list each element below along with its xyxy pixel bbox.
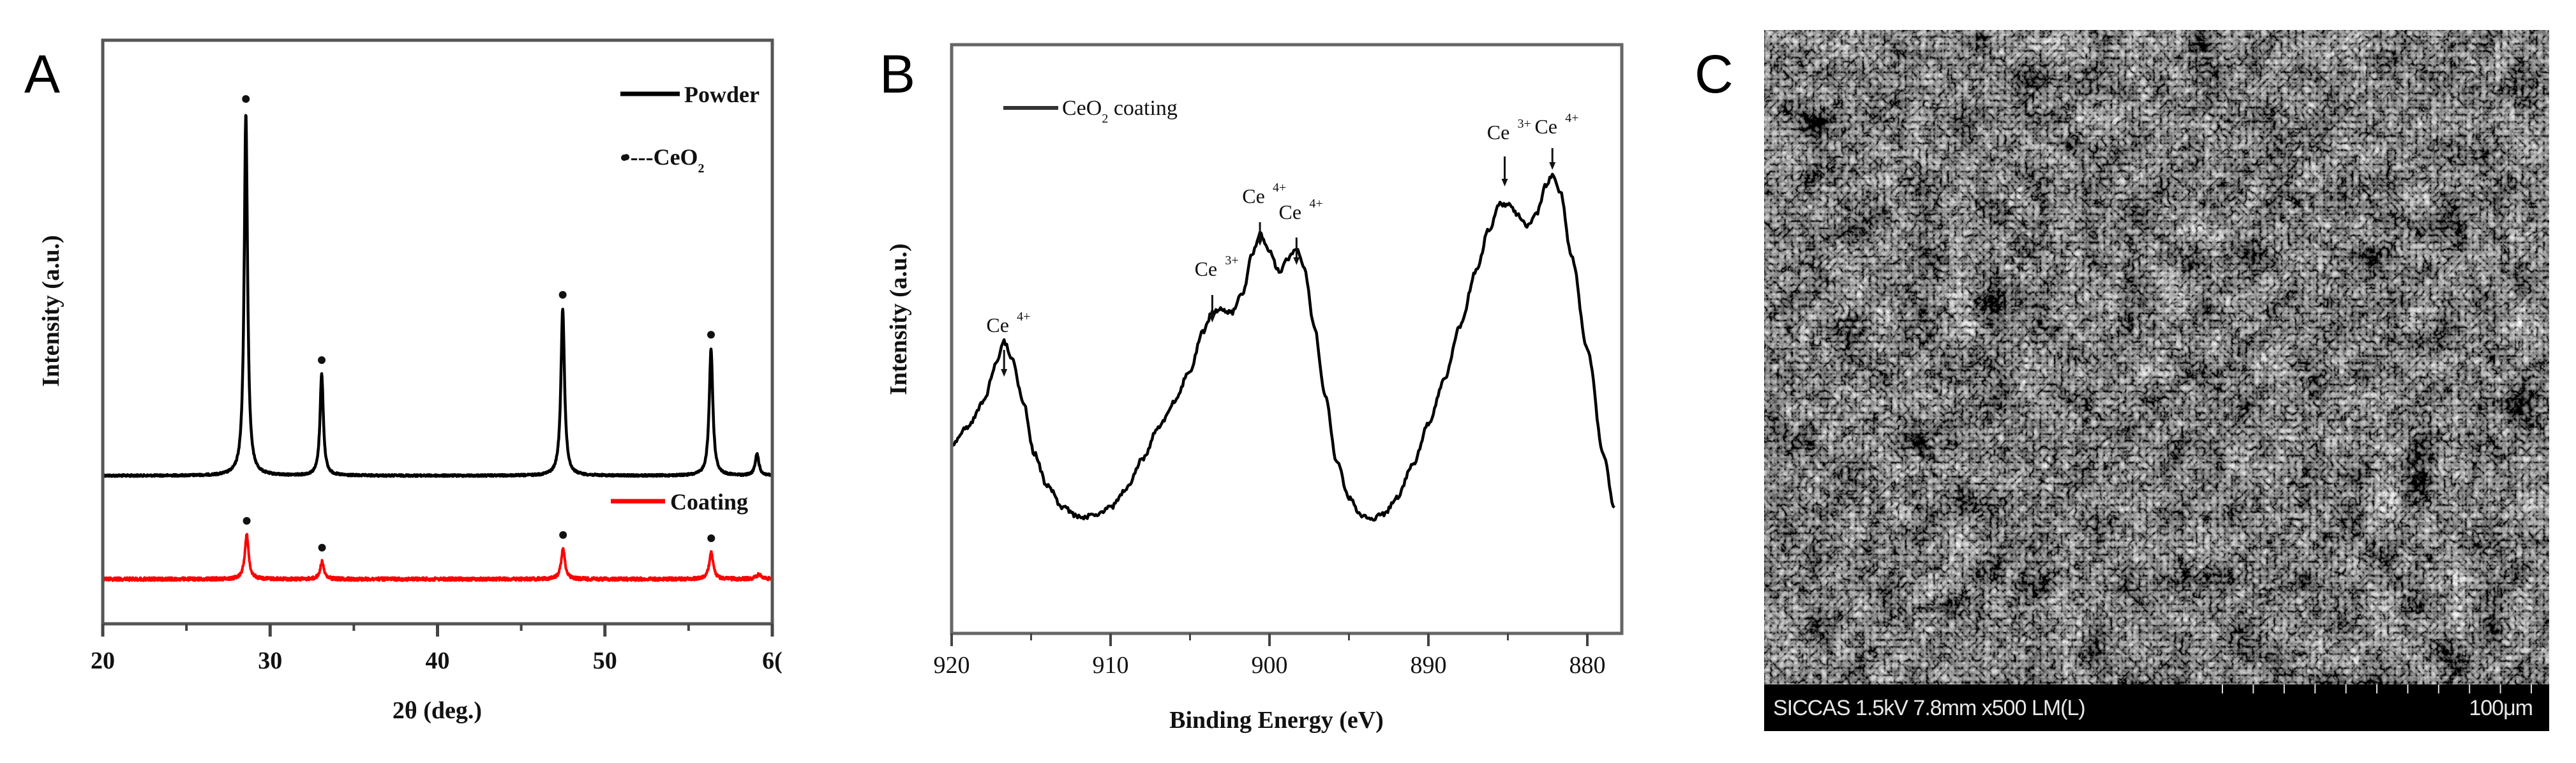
- xps-x-axis-title: Binding Energy (eV): [1169, 707, 1384, 734]
- ceo2-peak-marker: [707, 534, 715, 542]
- legend-ceo2-dot: [621, 155, 627, 161]
- panel-label-c: C: [1695, 44, 1734, 104]
- xps-y-axis-title: Intensity (a.u.): [885, 243, 912, 395]
- peak-annotation-ce3plus: Ce 3+: [1195, 253, 1239, 322]
- sem-surface-texture: [1764, 30, 2549, 684]
- x-tick-label: 50: [593, 647, 617, 674]
- ceo2-peak-marker: [243, 517, 251, 525]
- legend-ceo2-label: •---CeO2: [622, 144, 705, 176]
- x-tick-label: 6(: [762, 647, 783, 674]
- ceo2-peak-marker: [242, 95, 250, 103]
- svg-text:4+: 4+: [1309, 197, 1322, 211]
- xrd-series-coating: [101, 533, 774, 582]
- xps-chart: Ce 4+Ce 3+Ce 4+Ce 4+Ce 3+ Ce 4+ 920 910 900 890 880…: [885, 43, 1624, 734]
- arrowhead-icon: [1293, 257, 1300, 265]
- sem-scale-label: 100μm: [2469, 696, 2533, 720]
- x-tick-label: 20: [91, 647, 115, 674]
- x-tick-label: 890: [1411, 652, 1447, 679]
- peak-annotation-ce3plus: Ce 3+: [1487, 117, 1531, 186]
- svg-text:Ce: Ce: [1534, 115, 1557, 138]
- x-tick-label: 900: [1252, 652, 1288, 679]
- arrowhead-icon: [1549, 162, 1556, 170]
- x-tick-label: 40: [426, 647, 450, 674]
- peak-annotation-ce4plus: Ce 4+: [1242, 181, 1286, 246]
- xrd-chart: 20 30 40 50 6( 2θ (deg.) Intensity (a.u.) Po…: [38, 38, 783, 724]
- ceo2-peak-marker: [558, 291, 567, 299]
- x-tick-label: 30: [258, 647, 282, 674]
- xrd-legend: Powder •---CeO2 Coating: [611, 82, 760, 515]
- arrowhead-icon: [1257, 238, 1264, 246]
- sem-micrograph: SICCAS 1.5kV 7.8mm x500 LM(L) 100μm: [1764, 30, 2549, 731]
- arrowhead-icon: [1001, 369, 1008, 377]
- x-tick-label: 920: [934, 652, 970, 679]
- ceo2-peak-marker: [318, 356, 326, 364]
- xrd-peak-markers: [242, 95, 715, 552]
- svg-text:3+: 3+: [1225, 253, 1238, 268]
- peak-annotation-ce4plus: Ce 4+: [1279, 197, 1323, 265]
- svg-text:Ce: Ce: [1487, 121, 1510, 144]
- peak-annotation-ce4plus: Ce 4+: [986, 310, 1030, 377]
- ceo2-peak-marker: [318, 543, 326, 552]
- svg-text:4+: 4+: [1565, 111, 1578, 125]
- xrd-series-powder: [101, 114, 774, 478]
- svg-text:Ce: Ce: [1279, 200, 1302, 223]
- svg-text:Ce: Ce: [986, 314, 1009, 336]
- x-tick-label: 880: [1569, 652, 1606, 679]
- sem-info-text: SICCAS 1.5kV 7.8mm x500 LM(L): [1773, 696, 2086, 720]
- legend-ceo2-coating-label: CeO2 coating: [1062, 96, 1178, 126]
- svg-text:4+: 4+: [1017, 310, 1030, 324]
- sem-scale-bar-ticks: [2222, 684, 2532, 693]
- xps-x-ticks: 920 910 900 890 880: [934, 633, 1606, 679]
- legend-powder-label: Powder: [684, 82, 760, 107]
- xrd-y-axis-title: Intensity (a.u.): [38, 235, 64, 387]
- xrd-x-ticks: 20 30 40 50 6(: [91, 624, 783, 674]
- xrd-curves: [101, 114, 774, 582]
- xps-curve: [950, 172, 1616, 522]
- x-tick-label: 910: [1093, 652, 1129, 679]
- arrowhead-icon: [1209, 315, 1216, 322]
- xps-plot-frame: [950, 43, 1624, 635]
- svg-text:Ce: Ce: [1195, 257, 1218, 280]
- ceo2-peak-marker: [707, 331, 715, 339]
- panel-label-b: B: [880, 44, 916, 104]
- svg-text:4+: 4+: [1273, 181, 1286, 195]
- arrowhead-icon: [1501, 179, 1508, 186]
- legend-coating-label: Coating: [670, 489, 748, 515]
- xps-series-ceo2-coating: [950, 172, 1616, 522]
- ceo2-peak-marker: [559, 531, 567, 539]
- xps-peak-annotations: Ce 4+Ce 3+Ce 4+Ce 4+Ce 3+ Ce 4+: [986, 111, 1579, 377]
- panel-label-a: A: [24, 44, 61, 104]
- svg-text:3+: 3+: [1518, 117, 1531, 131]
- peak-annotation-ce4plus: Ce 4+: [1534, 111, 1579, 170]
- xps-legend: CeO2 coating: [1003, 96, 1178, 126]
- xrd-x-axis-title: 2θ (deg.): [393, 697, 482, 724]
- sem-info-bar: SICCAS 1.5kV 7.8mm x500 LM(L) 100μm: [1764, 684, 2549, 731]
- svg-text:Ce: Ce: [1242, 185, 1265, 208]
